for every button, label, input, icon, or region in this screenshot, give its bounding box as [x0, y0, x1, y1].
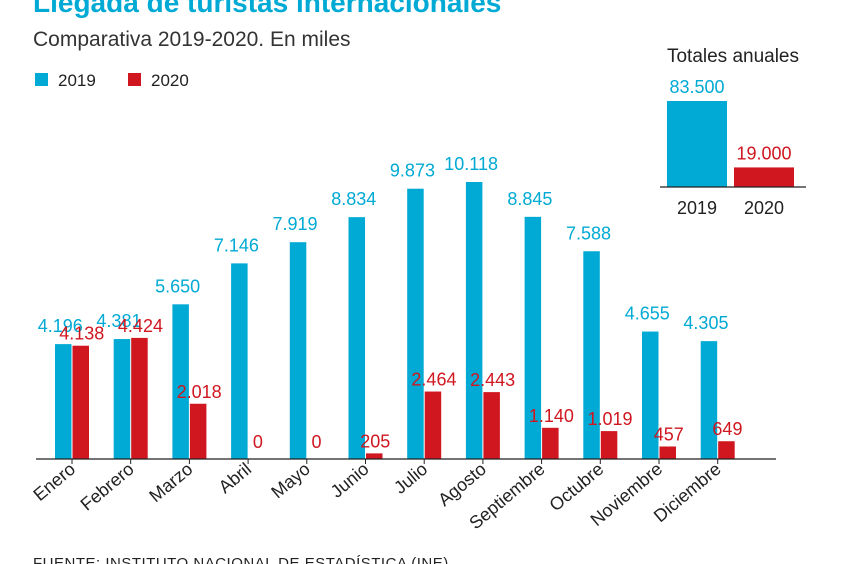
bar-2020-diciembre [718, 441, 735, 459]
chart-subtitle: Comparativa 2019-2020. En miles [33, 28, 351, 51]
inset-bar-2019 [667, 101, 727, 187]
legend-label-2020: 2020 [151, 71, 189, 90]
bar-2020-septiembre [542, 427, 559, 459]
value-label-2020-agosto: 2.443 [470, 370, 515, 390]
value-label-2019-octubre: 7.588 [566, 223, 611, 243]
value-label-2020-octubre: 1.019 [588, 409, 633, 429]
inset-value-2020: 19.000 [736, 143, 791, 163]
x-tick-abril: Abril [215, 459, 255, 497]
bar-2019-febrero [113, 339, 131, 459]
value-label-2019-diciembre: 4.305 [683, 313, 728, 333]
value-label-2019-mayo: 7.919 [273, 214, 318, 234]
source-note: FUENTE: INSTITUTO NACIONAL DE ESTADÍSTIC… [33, 555, 449, 564]
bar-2019-mayo [289, 242, 307, 459]
bar-2019-julio [407, 188, 424, 460]
bar-2020-enero [72, 345, 89, 459]
value-label-2020-diciembre: 649 [712, 419, 742, 439]
value-label-2020-mayo: 0 [312, 432, 322, 452]
bar-2019-septiembre [524, 216, 542, 459]
value-label-2019-agosto: 10.118 [444, 154, 498, 174]
inset-bar-2020 [734, 167, 794, 187]
value-label-2020-septiembre: 1.140 [529, 406, 574, 426]
bar-2019-agosto [465, 182, 483, 459]
bar-2019-octubre [583, 251, 600, 459]
bar-2019-noviembre [642, 331, 659, 459]
value-label-2020-enero: 4.138 [59, 324, 104, 344]
inset-title: Totales anuales [667, 46, 799, 67]
value-label-2019-noviembre: 4.655 [625, 304, 670, 324]
bar-2019-abril [231, 263, 248, 459]
value-label-2020-febrero: 4.424 [118, 316, 163, 336]
bar-2020-febrero [131, 337, 148, 459]
bar-2019-enero [55, 344, 72, 459]
value-label-2020-julio: 2.464 [411, 370, 456, 390]
bar-2020-julio [424, 391, 442, 459]
bar-2019-diciembre [700, 341, 718, 459]
x-tick-febrero: Febrero [77, 459, 138, 515]
value-label-2020-noviembre: 457 [654, 424, 684, 444]
x-tick-julio: Julio [390, 459, 431, 498]
legend: 2019 2020 [35, 71, 189, 90]
bar-2020-agosto [483, 392, 500, 459]
bar-2019-marzo [172, 304, 189, 459]
x-tick-mayo: Mayo [267, 459, 314, 503]
inset-bars: 83.500 2019 19.000 2020 [667, 77, 794, 218]
value-label-2019-marzo: 5.650 [155, 276, 200, 296]
value-label-2019-enero: 4.196 [38, 316, 83, 336]
legend-label-2019: 2019 [58, 71, 96, 90]
value-label-2020-abril: 0 [253, 432, 263, 452]
value-label-2020-marzo: 2.018 [177, 382, 222, 402]
x-tick-enero: Enero [29, 459, 79, 505]
value-label-2019-febrero: 4.381 [96, 311, 141, 331]
inset-category-2019: 2019 [677, 198, 717, 218]
x-tick-agosto: Agosto [434, 459, 490, 510]
inset-totals: Totales anuales 83.500 2019 19.000 2020 [660, 46, 806, 218]
legend-swatch-2020 [128, 73, 141, 86]
value-label-2019-julio: 9.873 [390, 161, 435, 181]
inset-value-2019: 83.500 [669, 77, 724, 97]
value-label-2020-junio: 205 [360, 431, 390, 451]
inset-category-2020: 2020 [744, 198, 784, 218]
value-label-2019-junio: 8.834 [331, 189, 376, 209]
bar-2019-junio [348, 217, 365, 459]
legend-swatch-2019 [35, 73, 48, 86]
bar-2020-junio [366, 453, 383, 459]
bar-2020-marzo [189, 403, 207, 459]
bar-2020-octubre [600, 431, 618, 459]
bar-2020-noviembre [659, 446, 676, 459]
x-tick-marzo: Marzo [145, 459, 196, 506]
value-label-2019-abril: 7.146 [214, 235, 259, 255]
x-tick-junio: Junio [327, 459, 373, 502]
value-label-2019-septiembre: 8.845 [507, 189, 552, 209]
chart-title: Llegada de turistas internacionales [33, 0, 501, 18]
